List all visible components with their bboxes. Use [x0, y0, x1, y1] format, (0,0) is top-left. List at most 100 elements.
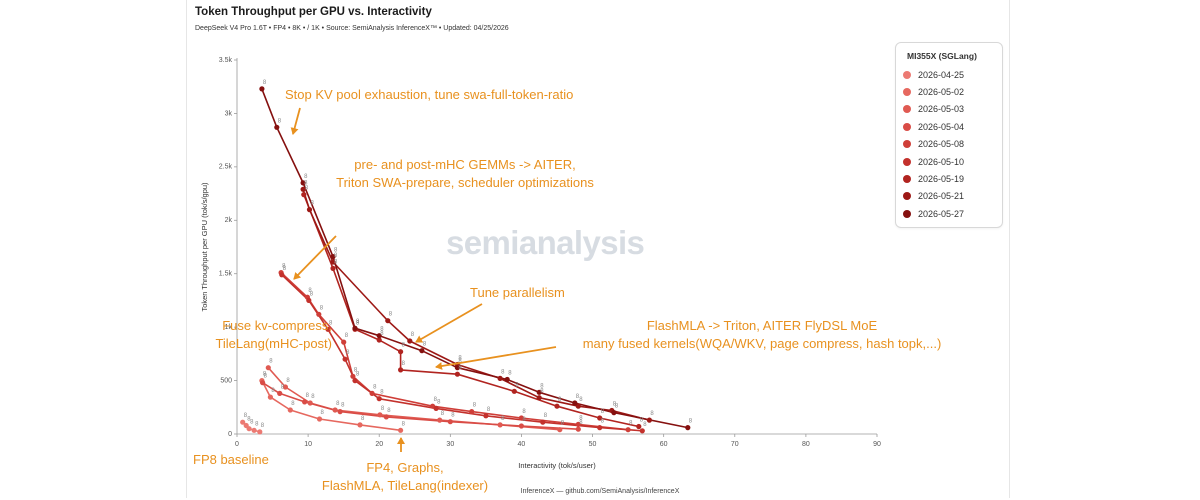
y-tick-label: 2.5k — [219, 164, 233, 171]
x-tick-label: 60 — [660, 441, 668, 448]
y-tick-label: 1k — [225, 324, 233, 331]
data-point-2026-05-02 — [287, 407, 293, 413]
series-points — [240, 86, 691, 435]
legend-swatch — [903, 192, 911, 201]
annotation-line: many fused kernels(WQA/WKV, page compres… — [582, 336, 942, 351]
data-point-label: 8 — [255, 421, 259, 427]
data-point-label: 8 — [334, 253, 338, 259]
data-point-label: 8 — [341, 403, 345, 409]
axes: 0 500 1k 1.5k 2k 2.5k 3k 3.5k 0 10 20 30 40 50 60 70 80 9… — [200, 57, 881, 470]
data-point-2026-05-08 — [575, 421, 581, 427]
data-point-label: 8 — [402, 343, 406, 349]
data-point-label: 8 — [250, 420, 254, 426]
data-point-label: 8 — [336, 401, 340, 407]
y-tick-label: 500 — [220, 377, 232, 384]
x-tick-label: 0 — [235, 441, 239, 448]
data-point-2026-05-08 — [369, 390, 375, 396]
data-point-label: 8 — [441, 411, 445, 417]
data-point-label: 8 — [381, 406, 385, 412]
annotation-arrow-kv-pool — [290, 107, 301, 135]
data-point-label: 8 — [334, 259, 338, 265]
data-point-2026-05-21 — [407, 338, 413, 344]
data-point-label: 8 — [402, 421, 406, 427]
data-point-label: 8 — [458, 356, 462, 362]
series-line-2026-05-02 — [261, 379, 402, 432]
data-point-label: 8 — [247, 417, 251, 423]
data-point-2026-05-04 — [447, 419, 453, 425]
x-tick-label: 40 — [518, 441, 526, 448]
legend-item-2026-05-19: 2026-05-19 — [896, 170, 1002, 187]
annotation-flashmla: FlashMLA -> Triton, AITER FlyDSL MoE man… — [542, 317, 982, 353]
data-point-2026-05-19 — [301, 192, 307, 198]
data-point-2026-05-10 — [342, 356, 348, 362]
legend-item-2026-05-02: 2026-05-02 — [896, 83, 1002, 100]
data-point-label: 8 — [380, 327, 384, 333]
data-point-2026-05-21 — [536, 395, 542, 401]
data-point-2026-05-10 — [540, 419, 546, 425]
data-point-label: 8 — [601, 419, 605, 425]
annotation-gemms: pre- and post-mHC GEMMs -> AITER, Triton… — [305, 156, 625, 192]
data-point-2026-05-02 — [398, 427, 404, 433]
annotation-line: FP4, Graphs, — [366, 460, 444, 475]
data-point-label: 8 — [263, 80, 267, 86]
data-point-label: 8 — [269, 359, 273, 365]
data-point-label: 8 — [487, 407, 491, 413]
data-point-2026-05-27 — [536, 389, 542, 395]
legend-item-2026-05-03: 2026-05-03 — [896, 101, 1002, 118]
data-point-2026-05-27 — [259, 86, 265, 92]
legend-item-2026-05-10: 2026-05-10 — [896, 153, 1002, 170]
data-point-label: 8 — [458, 365, 462, 371]
data-point-2026-05-03 — [332, 407, 338, 413]
data-point-label: 8 — [356, 372, 360, 378]
data-point-2026-05-27 — [572, 400, 578, 406]
data-point-2026-05-03 — [437, 417, 443, 423]
data-point-label: 8 — [380, 331, 384, 337]
data-point-2026-05-10 — [279, 272, 285, 278]
x-tick-label: 80 — [802, 441, 810, 448]
legend-item-2026-05-04: 2026-05-04 — [896, 118, 1002, 135]
data-point-label: 8 — [261, 423, 265, 429]
data-point-2026-05-02 — [357, 422, 363, 428]
data-point-2026-05-19 — [398, 349, 404, 355]
data-point-2026-05-19 — [597, 415, 603, 421]
data-point-label: 8 — [579, 420, 583, 426]
legend-label: 2026-05-10 — [918, 156, 965, 167]
legend-title: MI355X (SGLang) — [907, 51, 977, 61]
legend-label: 2026-05-19 — [918, 174, 965, 185]
data-point-2026-05-10 — [306, 297, 312, 303]
y-tick-label: 3k — [225, 110, 233, 117]
data-point-2026-05-10 — [597, 425, 603, 431]
data-point-2026-05-03 — [497, 422, 503, 428]
data-point-2026-05-03 — [377, 412, 383, 418]
data-point-label: 8 — [389, 312, 393, 318]
data-point-label: 8 — [501, 369, 505, 375]
y-tick-label: 0 — [228, 431, 232, 438]
data-point-label: 8 — [411, 332, 415, 338]
x-tick-label: 70 — [731, 441, 739, 448]
data-point-label: 8 — [345, 333, 349, 339]
annotation-line: Fuse kv-compress, — [222, 318, 332, 333]
y-axis-label: Token Throughput per GPU (tok/s/gpu) — [200, 182, 209, 312]
data-point-2026-05-03 — [282, 384, 288, 390]
data-point-2026-05-21 — [646, 417, 653, 423]
data-point-2026-05-21 — [385, 318, 391, 324]
legend-swatch — [903, 209, 911, 218]
data-point-label: 8 — [579, 415, 583, 421]
data-point-2026-05-04 — [337, 409, 343, 415]
data-point-2026-05-27 — [300, 180, 306, 186]
legend-label: 2026-05-02 — [918, 87, 965, 98]
chart-legend: MI355X (SGLang) 2026-04-25 2026-05-02 2026… — [895, 42, 1003, 228]
annotation-fp4-graphs: FP4, Graphs, FlashMLA, TileLang(indexer) — [305, 459, 505, 495]
annotation-fuse-kv: Fuse kv-compress, TileLang(mHC-post) — [182, 317, 332, 353]
legend-item-2026-05-08: 2026-05-08 — [896, 136, 1002, 153]
legend-swatch — [903, 140, 911, 149]
data-point-2026-04-25 — [257, 429, 263, 435]
legend-swatch — [903, 105, 911, 114]
data-point-label: 8 — [544, 413, 548, 419]
legend-list: 2026-04-25 2026-05-02 2026-05-03 2026-05-04… — [896, 66, 1002, 223]
legend-item-2026-04-25: 2026-04-25 — [896, 66, 1002, 83]
data-point-label: 8 — [320, 305, 324, 311]
data-point-2026-05-08 — [350, 373, 356, 379]
data-point-label: 8 — [311, 201, 315, 207]
